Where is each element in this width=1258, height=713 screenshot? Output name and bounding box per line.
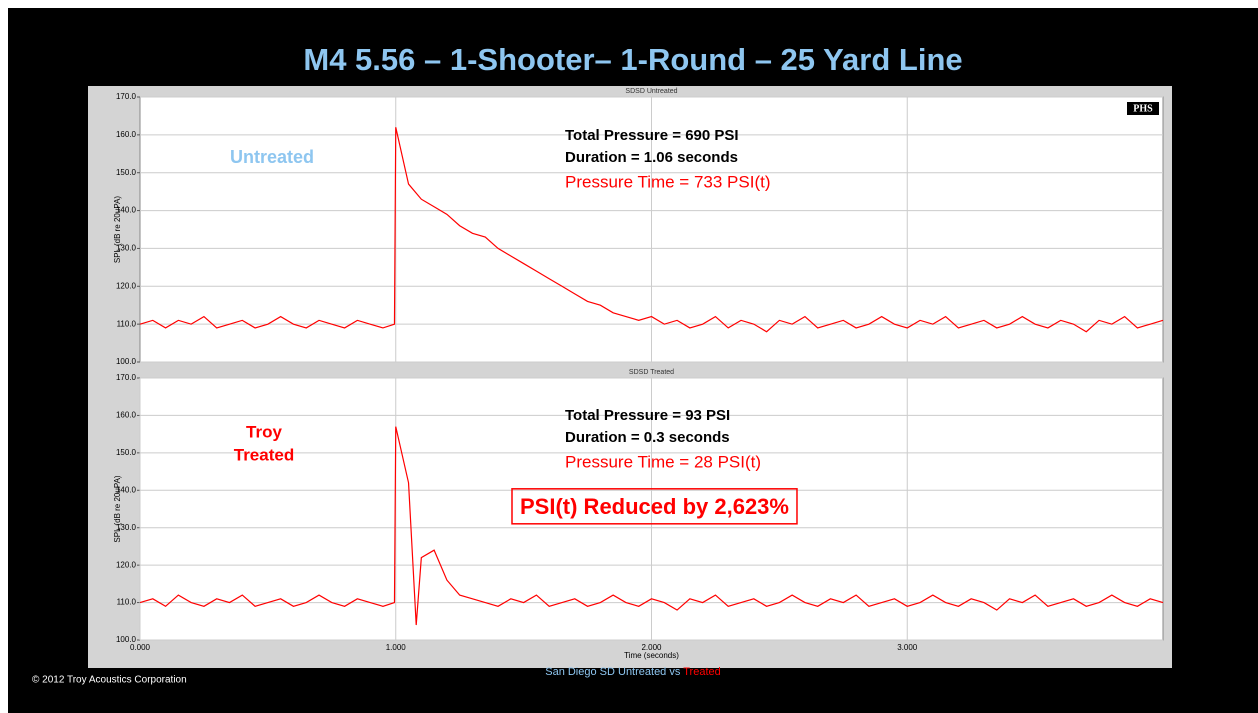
y-axis-label: SPL (dB re 20uPA) [113, 196, 122, 263]
y-tick-label: 100.0 [116, 635, 137, 644]
annotation-box [511, 488, 798, 525]
annotation: Duration = 1.06 seconds [565, 149, 738, 166]
y-tick-label: 150.0 [116, 448, 137, 457]
y-tick-label: 110.0 [117, 598, 137, 607]
y-tick-label: 170.0 [116, 92, 137, 101]
chart-title: SDSD Treated [629, 369, 674, 376]
x-tick-label: 0.000 [130, 643, 151, 652]
y-tick-label: 160.0 [116, 130, 137, 139]
x-tick-label: 3.000 [897, 643, 918, 652]
y-tick-label: 130.0 [116, 523, 137, 532]
annotation: PSI(t) Reduced by 2,623% [520, 494, 789, 519]
annotation: Total Pressure = 93 PSI [565, 407, 730, 424]
footer-untreated: San Diego SD Untreated vs [545, 666, 681, 678]
x-axis-label: Time (seconds) [624, 651, 679, 660]
y-tick-label: 100.0 [116, 357, 137, 366]
annotation: Treated [234, 445, 294, 464]
y-tick-label: 130.0 [116, 244, 137, 253]
y-tick-label: 160.0 [116, 411, 137, 420]
footer: San Diego SD Untreated vs Treated [545, 666, 721, 678]
copyright: © 2012 Troy Acoustics Corporation [32, 675, 187, 686]
annotation: Duration = 0.3 seconds [565, 429, 730, 446]
chart-title: SDSD Untreated [625, 88, 677, 95]
annotation: Pressure Time = 28 PSI(t) [565, 452, 761, 471]
annotation: Troy [246, 422, 282, 441]
footer-treated: Treated [683, 666, 721, 678]
badge-box [1127, 102, 1159, 115]
signal-line [139, 127, 1164, 333]
signal-line [139, 426, 1164, 626]
x-tick-label: 2.000 [641, 643, 662, 652]
annotation: Total Pressure = 690 PSI [565, 127, 739, 144]
annotation: Untreated [230, 147, 314, 167]
annotation: Pressure Time = 733 PSI(t) [565, 172, 771, 191]
slide-title: M4 5.56 – 1-Shooter– 1-Round – 25 Yard L… [303, 42, 962, 77]
y-tick-label: 120.0 [116, 560, 137, 569]
y-tick-label: 170.0 [116, 373, 137, 382]
x-tick-label: 1.000 [386, 643, 407, 652]
y-tick-label: 140.0 [116, 485, 137, 494]
y-tick-label: 110.0 [117, 319, 137, 328]
y-tick-label: 120.0 [116, 281, 137, 290]
badge: PHS [1133, 103, 1153, 114]
y-tick-label: 150.0 [116, 168, 137, 177]
y-tick-label: 140.0 [116, 206, 137, 215]
y-axis-label: SPL (dB re 20uPA) [113, 475, 122, 542]
